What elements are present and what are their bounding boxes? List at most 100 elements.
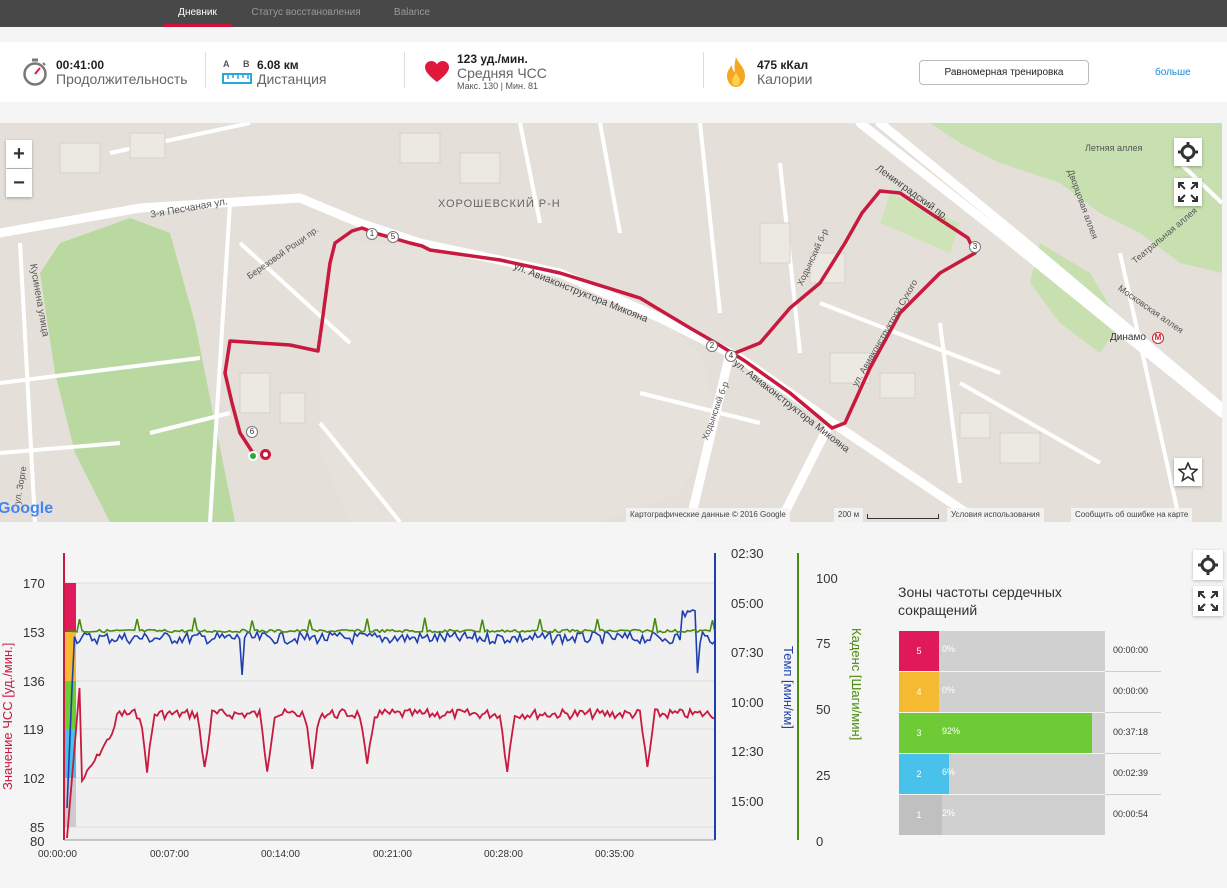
ruler-icon xyxy=(222,73,252,84)
zone-divider xyxy=(1105,671,1161,672)
tab-balance[interactable]: Balance xyxy=(393,7,431,18)
zone-row-1[interactable]: 1 2% xyxy=(899,795,1105,835)
duration-value: 00:41:00 xyxy=(56,58,105,72)
map-data-credit: Картографические данные © 2016 Google xyxy=(626,508,790,522)
km-marker[interactable]: 1 xyxy=(366,228,378,240)
zone-row-2[interactable]: 2 6% xyxy=(899,754,1105,794)
chart-settings-button[interactable] xyxy=(1193,550,1223,580)
route-line xyxy=(223,189,977,454)
pace-tick-label: 10:00 xyxy=(731,695,764,710)
zone-percent: 6% xyxy=(942,767,956,777)
zoom-out-button[interactable]: − xyxy=(6,169,32,197)
hr-tick-label: 153 xyxy=(23,625,45,640)
distance-metric: A B 6.08 км Дистанция xyxy=(222,42,382,102)
flame-icon xyxy=(727,57,745,87)
more-link[interactable]: больше xyxy=(1155,67,1191,78)
expand-icon xyxy=(1198,591,1218,611)
pace-tick-label: 02:30 xyxy=(731,546,764,561)
x-tick-label: 00:07:00 xyxy=(150,849,189,860)
streets xyxy=(0,123,1222,522)
avg-hr-label: Средняя ЧСС xyxy=(457,65,547,81)
star-icon xyxy=(1178,462,1198,482)
zone-time: 00:37:18 xyxy=(1113,727,1149,737)
favorite-button[interactable] xyxy=(1174,458,1202,486)
map-canvas[interactable] xyxy=(0,123,1222,522)
hr-max-min: Макс. 130 | Мин. 81 xyxy=(457,81,539,91)
calories-label: Калории xyxy=(757,71,813,87)
zone-number: 5 xyxy=(899,631,939,671)
hr-tick-label: 85 xyxy=(30,820,45,835)
duration-label: Продолжительность xyxy=(56,71,188,87)
tab-recovery-status[interactable]: Статус восстановления xyxy=(251,7,361,18)
x-tick-label: 00:14:00 xyxy=(261,849,300,860)
km-marker[interactable]: 2 xyxy=(706,340,718,352)
zone-percent: 0% xyxy=(942,685,956,695)
heart-icon xyxy=(425,61,449,82)
zone-row-3[interactable]: 3 92% xyxy=(899,713,1105,753)
divider xyxy=(205,52,206,88)
zone-band xyxy=(64,583,76,632)
zone-row-4[interactable]: 4 0% xyxy=(899,672,1105,712)
calories-metric: 475 кКал Калории xyxy=(724,42,874,102)
hr-tick-label: 119 xyxy=(23,722,44,737)
route-map[interactable]: ХОРОШЕВСКИЙ Р-Н 3-я Песчаная ул. ул. Ави… xyxy=(0,123,1222,522)
zoom-in-button[interactable]: + xyxy=(6,140,32,168)
park-area xyxy=(880,193,960,253)
cadence-axis-title: Каденс [Шаги/мин] xyxy=(849,628,864,741)
metro-label: Динамо xyxy=(1110,332,1146,343)
map-report-link[interactable]: Сообщить об ошибке на карте xyxy=(1071,508,1193,522)
zone-percent: 92% xyxy=(942,726,961,736)
airfield-area xyxy=(320,238,720,522)
start-marker[interactable] xyxy=(248,451,258,461)
zone-time: 00:00:00 xyxy=(1113,686,1149,696)
hr-zones-title: Зоны частоты сердечных сокращений xyxy=(898,584,1062,618)
km-marker[interactable]: 6 xyxy=(246,426,258,438)
gear-icon xyxy=(1198,555,1218,575)
park-area xyxy=(40,218,235,522)
pace-series-line xyxy=(66,609,716,809)
zone-number: 3 xyxy=(899,713,939,753)
hr-tick-label: 170 xyxy=(23,576,45,591)
distance-value: 6.08 км xyxy=(257,58,299,72)
zone-divider xyxy=(1105,753,1161,754)
zone-band xyxy=(64,681,76,729)
expand-icon xyxy=(1178,182,1198,202)
training-type-button[interactable]: Равномерная тренировка xyxy=(919,60,1089,85)
pace-axis-title: Темп [мин/км] xyxy=(781,646,796,729)
map-fullscreen-button[interactable] xyxy=(1174,178,1202,206)
zone-bands xyxy=(64,583,76,827)
finish-marker[interactable] xyxy=(260,449,271,460)
zone-number: 4 xyxy=(899,672,939,712)
cadence-tick-label: 25 xyxy=(816,768,831,783)
stopwatch-icon xyxy=(23,58,47,86)
map-settings-button[interactable] xyxy=(1174,138,1202,166)
pace-tick-label: 12:30 xyxy=(731,744,764,759)
buildings xyxy=(59,132,1041,464)
zone-divider xyxy=(1105,712,1161,713)
chart-canvas[interactable] xyxy=(0,548,800,868)
cadence-tick-label: 75 xyxy=(816,636,831,651)
zone-number: 2 xyxy=(899,754,939,794)
tab-diary[interactable]: Дневник xyxy=(163,0,232,27)
km-marker[interactable]: 4 xyxy=(725,350,737,362)
zone-fill xyxy=(939,795,942,835)
zone-time: 00:00:00 xyxy=(1113,645,1149,655)
pace-tick-label: 05:00 xyxy=(731,596,764,611)
chart-fullscreen-button[interactable] xyxy=(1193,586,1223,616)
point-b-label: B xyxy=(243,59,250,69)
divider xyxy=(703,52,704,88)
zone-row-5[interactable]: 5 0% xyxy=(899,631,1105,671)
hr-tick-label: 136 xyxy=(23,674,45,689)
map-scale-bar xyxy=(867,514,939,519)
cadence-tick-label: 50 xyxy=(816,702,831,717)
km-marker[interactable]: 5 xyxy=(387,231,399,243)
x-tick-label: 00:35:00 xyxy=(595,849,634,860)
zone-percent: 0% xyxy=(942,644,956,654)
distance-label: Дистанция xyxy=(257,71,327,87)
map-terms-link[interactable]: Условия использования xyxy=(947,508,1044,522)
x-tick-label: 00:28:00 xyxy=(484,849,523,860)
park-area xyxy=(930,123,1222,273)
km-marker[interactable]: 3 xyxy=(969,241,981,253)
heart-rate-metric: 123 уд./мин. Средняя ЧСС Макс. 130 | Мин… xyxy=(424,42,684,102)
calories-value: 475 кКал xyxy=(757,58,809,72)
